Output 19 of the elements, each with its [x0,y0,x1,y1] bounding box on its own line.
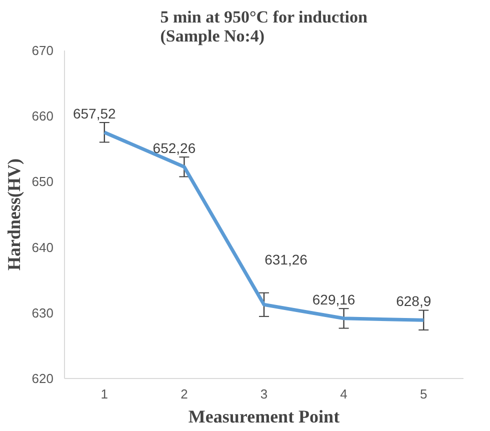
data-label: 628,9 [396,293,432,310]
x-tick-label: 2 [180,386,188,402]
y-axis-title: Hardness(HV) [4,158,24,270]
x-tick-label: 5 [420,386,428,402]
chart-title: 5 min at 950°C for induction (Sample No:4) [160,8,368,46]
data-label: 657,52 [72,105,116,122]
y-tick-label: 670 [32,43,54,58]
y-tick-label: 620 [32,371,54,386]
y-tick-label: 640 [32,240,54,255]
data-label: 652,26 [152,140,196,156]
x-tick-label: 4 [340,386,348,402]
y-tick-label: 630 [32,305,54,320]
data-label: 631,26 [264,252,308,268]
x-axis-title: Measurement Point [188,406,340,426]
x-tick-label: 3 [260,386,268,402]
y-tick-label: 660 [32,108,54,124]
y-tick-label: 650 [32,174,54,190]
data-label: 629,16 [312,291,356,308]
x-tick-label: 1 [100,386,108,402]
